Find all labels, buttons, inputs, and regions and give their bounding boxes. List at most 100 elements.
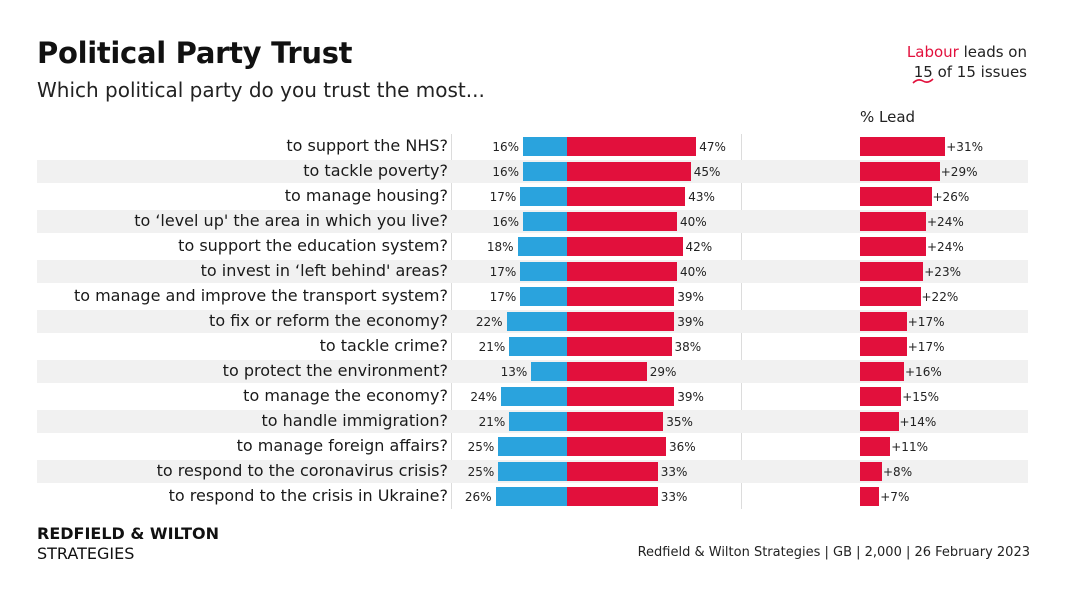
lead-bar [860, 137, 946, 156]
labour-bar [567, 287, 675, 306]
row-label: to respond to the coronavirus crisis? [156, 461, 448, 480]
conservative-bar [509, 412, 567, 431]
conservative-value-label: 16% [492, 165, 519, 179]
conservative-bar [506, 312, 567, 331]
callout-line2: of 15 issues [932, 63, 1027, 81]
labour-value-label: 35% [666, 415, 693, 429]
conservative-bar [531, 362, 567, 381]
labour-bar [567, 362, 647, 381]
conservative-value-label: 25% [467, 440, 495, 454]
lead-bar [860, 462, 882, 481]
brand-name: REDFIELD & WILTON [37, 524, 219, 543]
lead-bar [860, 162, 940, 181]
labour-value-label: 39% [677, 290, 704, 304]
labour-value-label: 29% [649, 365, 677, 379]
callout-count-value: 15 [913, 63, 933, 81]
lead-bar [860, 237, 926, 256]
row-label: to invest in ‘left behind' areas? [200, 261, 448, 280]
labour-value-label: 39% [677, 315, 704, 329]
lead-callout: Labour leads on 15 of 15 issues [906, 42, 1027, 84]
row-label: to fix or reform the economy? [209, 311, 448, 330]
lead-bar [860, 187, 932, 206]
row-label: to ‘level up' the area in which you live… [134, 211, 448, 230]
conservative-bar [520, 187, 567, 206]
source-footnote: Redfield & Wilton Strategies | GB | 2,00… [637, 545, 1030, 560]
labour-value-label: 43% [688, 190, 715, 204]
conservative-bar [501, 387, 567, 406]
labour-bar [567, 162, 691, 181]
lead-column-header: % Lead [860, 108, 916, 126]
conservative-value-label: 22% [475, 315, 503, 329]
conservative-bar [509, 337, 567, 356]
conservative-value-label: 16% [492, 215, 519, 229]
conservative-value-label: 17% [489, 190, 517, 204]
conservative-bar [523, 212, 567, 231]
row-label: to manage foreign affairs? [236, 436, 448, 455]
conservative-bar [498, 462, 567, 481]
conservative-bar [523, 162, 567, 181]
conservative-value-label: 25% [467, 465, 495, 479]
labour-bar [567, 462, 658, 481]
conservative-value-label: 24% [470, 390, 497, 404]
labour-bar [567, 412, 664, 431]
conservative-value-label: 18% [486, 240, 514, 254]
lead-bar [860, 387, 902, 406]
conservative-value-label: 26% [464, 490, 492, 504]
labour-bar [567, 137, 697, 156]
lead-value-label: +14% [899, 415, 937, 429]
row-label: to manage and improve the transport syst… [73, 286, 448, 305]
conservative-value-label: 17% [489, 265, 517, 279]
conservative-bar [517, 237, 567, 256]
lead-bar [860, 412, 899, 431]
labour-value-label: 36% [669, 440, 696, 454]
labour-bar [567, 262, 677, 281]
conservative-value-label: 21% [478, 415, 506, 429]
lead-bar [860, 437, 891, 456]
lead-bar [860, 337, 907, 356]
row-label: to support the NHS? [286, 136, 448, 155]
lead-value-label: +15% [902, 390, 939, 404]
lead-value-label: +23% [924, 265, 961, 279]
lead-bar [860, 287, 921, 306]
labour-bar [567, 187, 686, 206]
row-label: to tackle poverty? [303, 161, 448, 180]
lead-value-label: +16% [905, 365, 942, 379]
row-label: to support the education system? [178, 236, 448, 255]
lead-bar [860, 262, 924, 281]
labour-value-label: 40% [680, 215, 707, 229]
lead-value-label: +24% [927, 215, 964, 229]
lead-value-label: +8% [883, 465, 913, 479]
underline-squiggle-icon [912, 78, 934, 84]
row-label: to manage the economy? [243, 386, 448, 405]
brand-logo: REDFIELD & WILTON STRATEGIES [37, 524, 219, 564]
conservative-value-label: 21% [478, 340, 506, 354]
lead-bar [860, 212, 926, 231]
row-label: to protect the environment? [222, 361, 448, 380]
row-label: to tackle crime? [319, 336, 448, 355]
labour-value-label: 33% [660, 465, 688, 479]
lead-value-label: +29% [940, 165, 978, 179]
labour-bar [567, 487, 658, 506]
lead-value-label: +26% [932, 190, 970, 204]
row-label: to respond to the crisis in Ukraine? [168, 486, 448, 505]
callout-line1: leads on [958, 43, 1027, 61]
labour-value-label: 42% [685, 240, 713, 254]
labour-value-label: 45% [693, 165, 721, 179]
lead-bar [860, 487, 880, 506]
lead-bar [860, 362, 904, 381]
lead-value-label: +24% [927, 240, 964, 254]
labour-bar [567, 312, 675, 331]
lead-value-label: +7% [880, 490, 910, 504]
labour-bar [567, 237, 683, 256]
conservative-value-label: 13% [500, 365, 528, 379]
row-label: to handle immigration? [261, 411, 448, 430]
labour-bar [567, 387, 675, 406]
chart-title: Political Party Trust [37, 36, 353, 70]
conservative-bar [520, 287, 567, 306]
conservative-value-label: 16% [492, 140, 519, 154]
labour-bar [567, 437, 666, 456]
callout-party: Labour [906, 43, 959, 61]
lead-value-label: +17% [907, 340, 945, 354]
labour-bar [567, 337, 672, 356]
